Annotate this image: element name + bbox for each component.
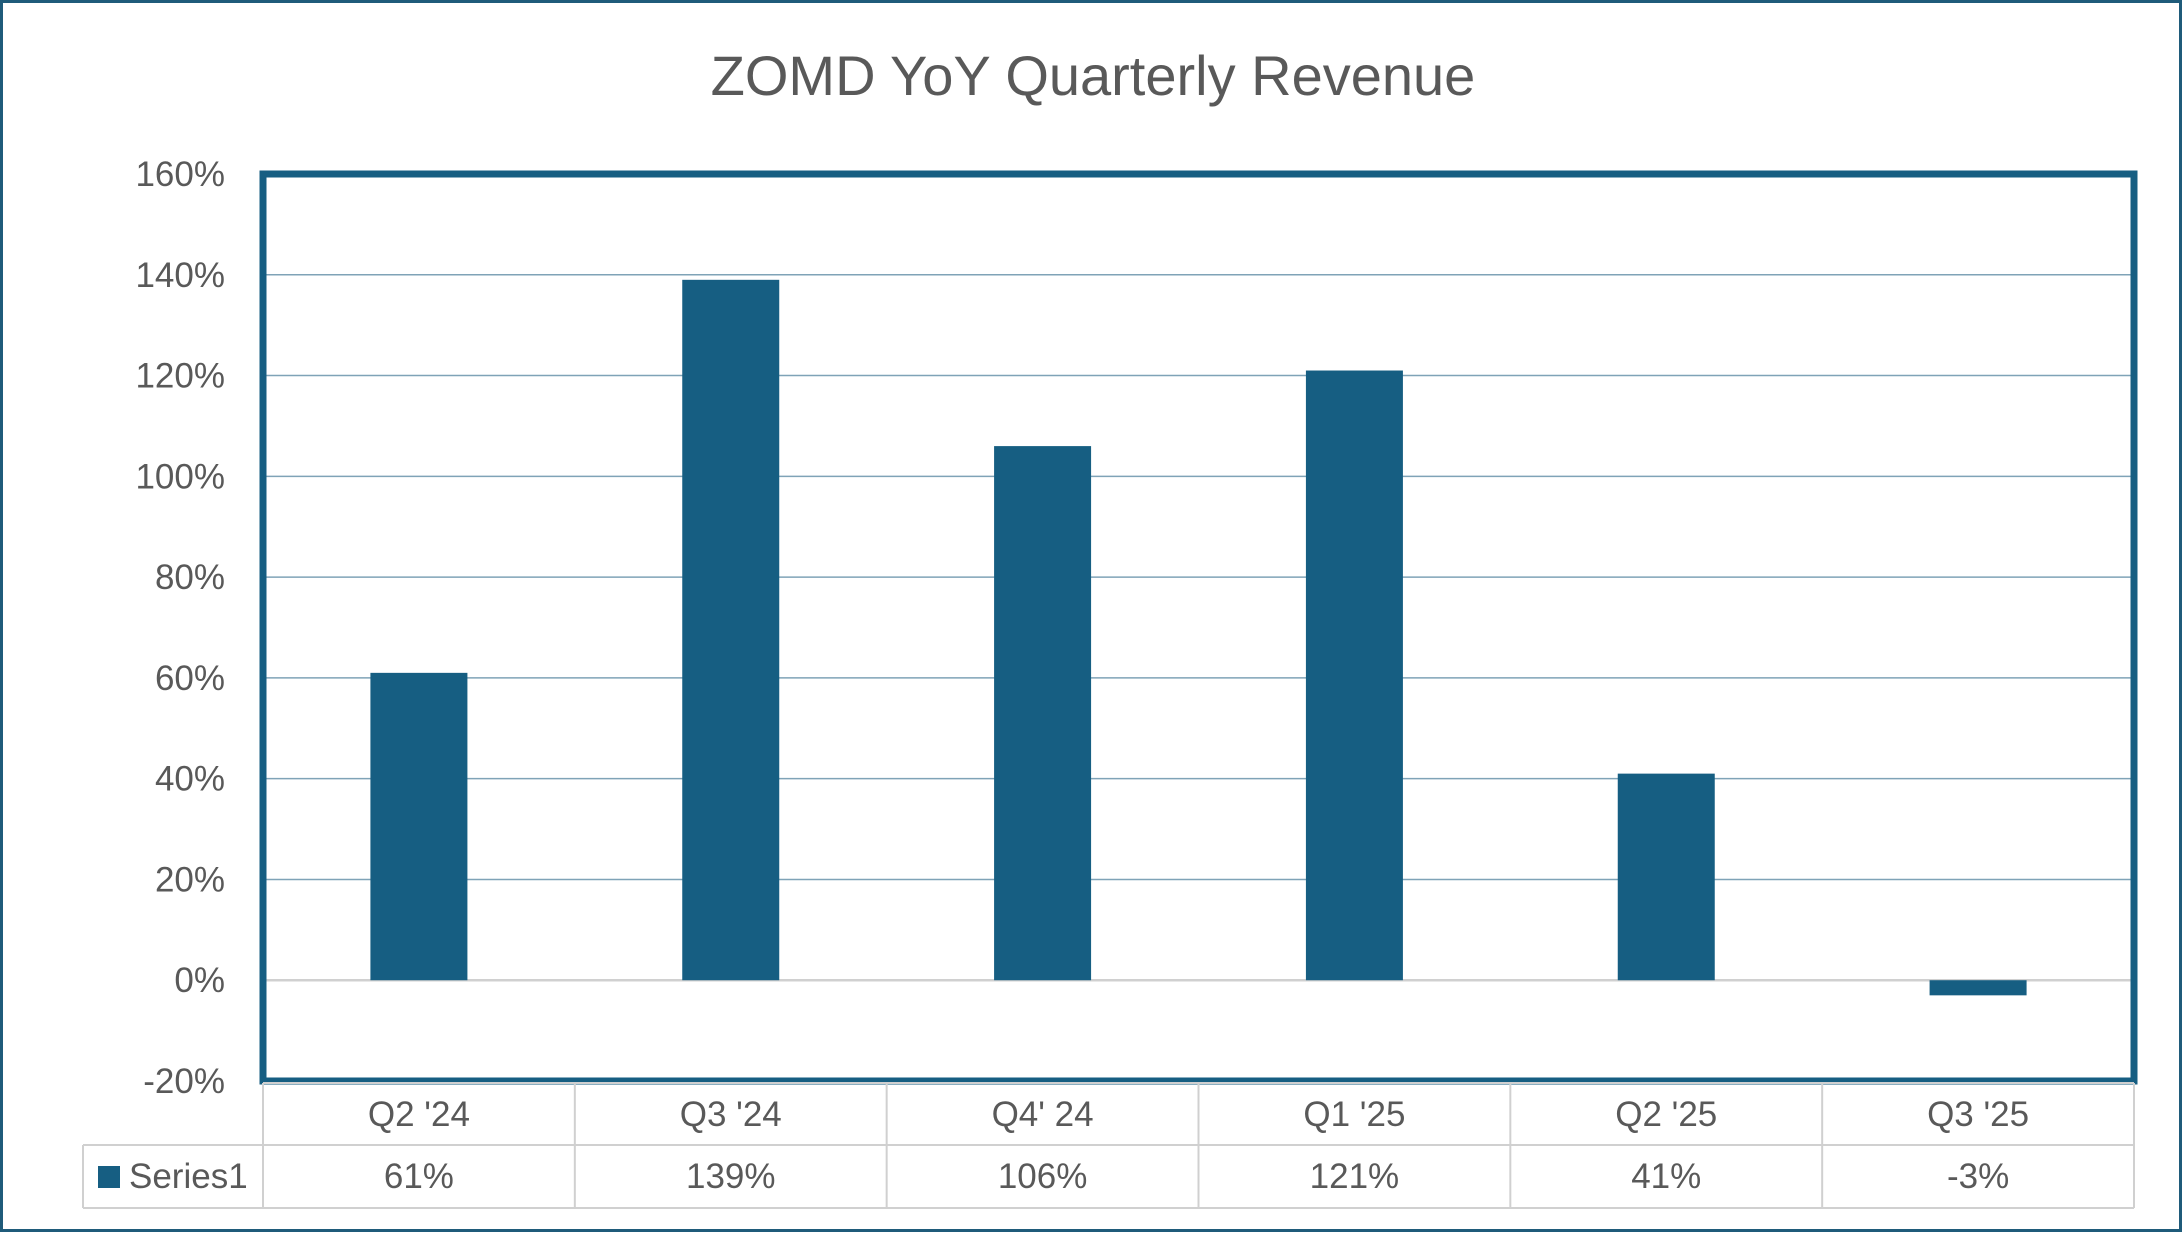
data-label: 41% xyxy=(1631,1157,1701,1196)
data-label: 61% xyxy=(384,1157,454,1196)
legend-label: Series1 xyxy=(129,1157,248,1196)
x-category-label: Q3 '24 xyxy=(680,1095,782,1134)
plot-area-border xyxy=(259,170,2138,1085)
x-category-label: Q3 '25 xyxy=(1927,1095,2029,1134)
bar-5 xyxy=(1929,980,2027,996)
legend-swatch xyxy=(98,1166,120,1188)
y-tick-label: 100% xyxy=(135,457,225,496)
y-tick-label: 160% xyxy=(135,155,225,194)
chart-svg: ZOMD YoY Quarterly Revenue -20% 0% 20% 40% 6… xyxy=(82,44,2138,1209)
gridlines xyxy=(263,274,2134,982)
y-tick-label: 20% xyxy=(155,860,225,899)
bar-3 xyxy=(1305,370,1403,981)
data-label: 106% xyxy=(998,1157,1088,1196)
y-tick-label: 120% xyxy=(135,357,225,396)
y-axis-tick-labels: -20% 0% 20% 40% 60% 80% 100% 120% 140% 160% xyxy=(135,155,225,1101)
y-tick-label: 80% xyxy=(155,558,225,597)
chart-title: ZOMD YoY Quarterly Revenue xyxy=(711,44,1476,107)
data-label: 139% xyxy=(686,1157,776,1196)
bars xyxy=(370,279,2027,996)
data-label: -3% xyxy=(1947,1157,2009,1196)
plot-border xyxy=(259,170,2138,1085)
bar-2 xyxy=(994,446,1092,981)
y-tick-label: 140% xyxy=(135,256,225,295)
y-tick-label: 60% xyxy=(155,659,225,698)
y-tick-label: -20% xyxy=(143,1062,225,1101)
bar-0 xyxy=(370,672,468,981)
y-tick-label: 0% xyxy=(174,961,225,1000)
data-table: Q2 '24 61% Q3 '24 139% Q4' 24 106% Q1 '25 121% Q… xyxy=(82,1082,2135,1209)
data-label: 121% xyxy=(1310,1157,1400,1196)
bar-4 xyxy=(1617,773,1715,981)
x-category-label: Q1 '25 xyxy=(1303,1095,1405,1134)
bar-1 xyxy=(682,279,780,981)
x-category-label: Q2 '25 xyxy=(1615,1095,1717,1134)
x-category-label: Q4' 24 xyxy=(992,1095,1094,1134)
x-category-label: Q2 '24 xyxy=(368,1095,470,1134)
y-tick-label: 40% xyxy=(155,760,225,799)
